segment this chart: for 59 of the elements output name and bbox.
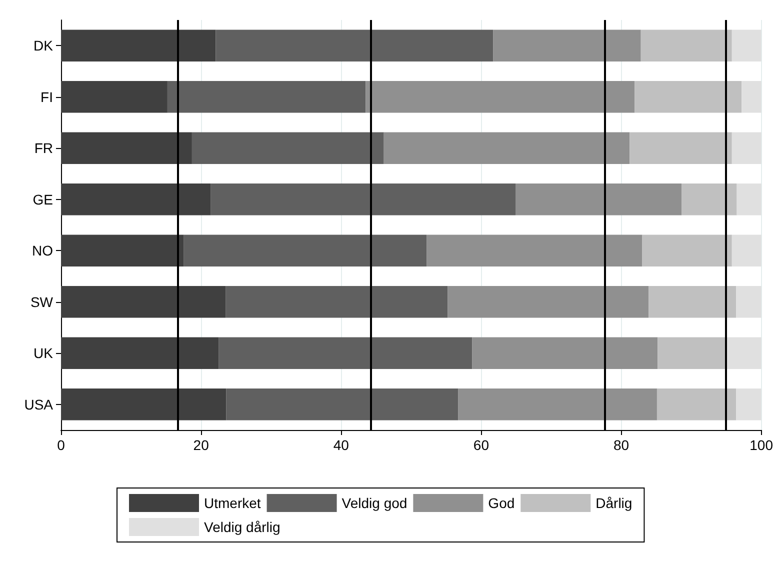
bar — [61, 286, 226, 318]
bar — [472, 337, 658, 370]
bar — [742, 80, 762, 113]
bar — [61, 80, 168, 113]
bar — [61, 30, 216, 62]
bar — [736, 286, 762, 318]
bar — [192, 132, 384, 164]
bar — [61, 337, 219, 370]
bar — [61, 183, 211, 216]
y-tick-label: FI — [40, 88, 53, 105]
bar — [493, 30, 641, 62]
bar — [658, 337, 726, 370]
bar — [61, 388, 226, 420]
bar — [732, 30, 762, 62]
bar — [656, 388, 736, 420]
legend-label: Dårlig — [596, 495, 632, 511]
bar — [61, 132, 192, 164]
legend-label: Veldig god — [342, 495, 408, 511]
bar — [642, 234, 732, 267]
legend-label: Veldig dårlig — [204, 519, 280, 535]
x-tick-label: 0 — [57, 437, 66, 453]
x-tick-label: 40 — [333, 437, 350, 453]
y-tick-label: FR — [34, 140, 53, 156]
y-tick-label: UK — [34, 345, 54, 362]
bar — [630, 132, 732, 164]
y-tick-label: GE — [32, 191, 53, 208]
x-tick-label: 20 — [193, 437, 210, 453]
y-tick-label: SW — [30, 294, 54, 310]
bar — [210, 183, 516, 216]
bar — [458, 388, 657, 420]
x-tick-label: 60 — [473, 437, 490, 453]
x-tick-label: 80 — [613, 437, 630, 453]
bar — [167, 80, 366, 113]
legend-label: Utmerket — [204, 495, 261, 511]
bar — [184, 234, 427, 267]
bar — [366, 80, 635, 113]
bar — [61, 234, 184, 267]
bar — [226, 286, 448, 318]
bar — [726, 337, 762, 370]
bar — [426, 234, 642, 267]
bar — [732, 234, 762, 267]
bar — [384, 132, 630, 164]
bar — [736, 388, 762, 420]
y-tick-label: DK — [34, 38, 54, 54]
x-tick-label: 100 — [750, 437, 774, 453]
bar — [448, 286, 649, 318]
bar — [516, 183, 682, 216]
y-tick-label: USA — [24, 396, 54, 412]
bar — [634, 80, 742, 113]
bar — [648, 286, 736, 318]
bar — [736, 183, 762, 216]
bar — [216, 30, 494, 62]
bar — [218, 337, 472, 370]
bar — [640, 30, 732, 62]
y-tick-label: NO — [32, 242, 54, 259]
bar — [681, 183, 737, 216]
legend-label: God — [488, 495, 515, 511]
bar — [226, 388, 458, 420]
bar — [732, 132, 762, 164]
